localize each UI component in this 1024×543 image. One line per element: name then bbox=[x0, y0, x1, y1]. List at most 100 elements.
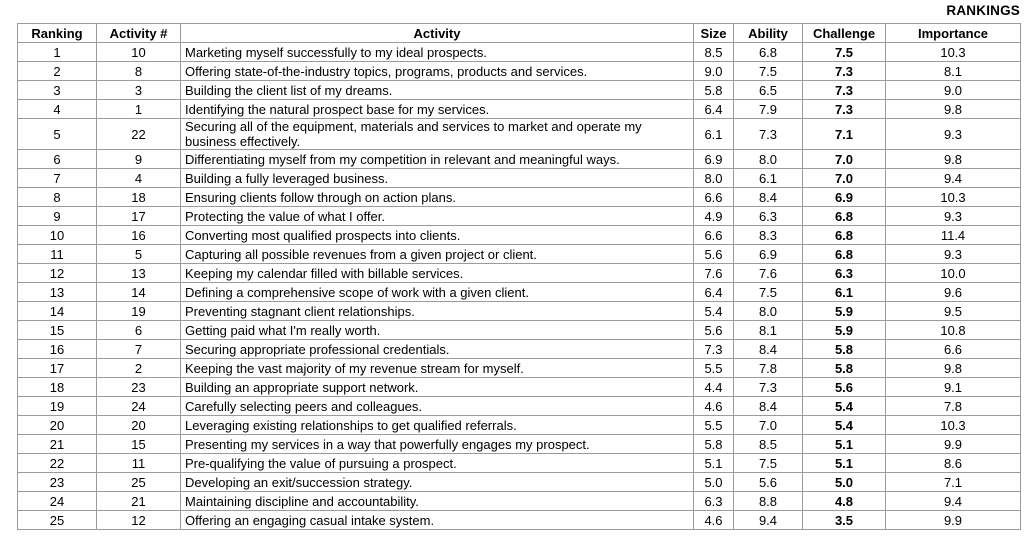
cell-ability: 8.4 bbox=[733, 396, 803, 416]
cell-activity-number: 19 bbox=[96, 301, 181, 321]
cell-challenge: 5.9 bbox=[802, 320, 886, 340]
cell-activity: Offering an engaging casual intake syste… bbox=[180, 510, 694, 530]
cell-activity: Keeping the vast majority of my revenue … bbox=[180, 358, 694, 378]
cell-challenge: 6.8 bbox=[802, 206, 886, 226]
cell-importance: 10.3 bbox=[885, 42, 1021, 62]
cell-challenge: 6.1 bbox=[802, 282, 886, 302]
cell-activity-number: 20 bbox=[96, 415, 181, 435]
cell-importance: 10.3 bbox=[885, 415, 1021, 435]
cell-ranking: 15 bbox=[17, 320, 97, 340]
cell-activity-number: 1 bbox=[96, 99, 181, 119]
cell-activity: Carefully selecting peers and colleagues… bbox=[180, 396, 694, 416]
cell-activity-number: 8 bbox=[96, 61, 181, 81]
cell-ability: 7.8 bbox=[733, 358, 803, 378]
table-row: 19 24 Carefully selecting peers and collea… bbox=[17, 396, 1021, 416]
cell-importance: 9.4 bbox=[885, 491, 1021, 511]
cell-importance: 9.3 bbox=[885, 118, 1021, 150]
header-row: Ranking Activity # Activity Size Ability… bbox=[17, 23, 1021, 43]
table-row: 9 17 Protecting the value of what I offer.… bbox=[17, 206, 1021, 226]
table-row: 5 22 Securing all of the equipment, materi… bbox=[17, 118, 1021, 150]
cell-ability: 6.9 bbox=[733, 244, 803, 264]
cell-importance: 9.5 bbox=[885, 301, 1021, 321]
cell-activity: Presenting my services in a way that pow… bbox=[180, 434, 694, 454]
cell-challenge: 7.3 bbox=[802, 80, 886, 100]
cell-activity: Developing an exit/succession strategy. bbox=[180, 472, 694, 492]
table-row: 12 13 Keeping my calendar filled with bill… bbox=[17, 263, 1021, 283]
cell-ranking: 14 bbox=[17, 301, 97, 321]
cell-size: 5.6 bbox=[693, 244, 734, 264]
cell-challenge: 5.9 bbox=[802, 301, 886, 321]
cell-ranking: 23 bbox=[17, 472, 97, 492]
cell-activity: Capturing all possible revenues from a g… bbox=[180, 244, 694, 264]
cell-size: 5.5 bbox=[693, 358, 734, 378]
cell-importance: 9.8 bbox=[885, 99, 1021, 119]
cell-activity-number: 13 bbox=[96, 263, 181, 283]
cell-importance: 8.6 bbox=[885, 453, 1021, 473]
cell-challenge: 7.5 bbox=[802, 42, 886, 62]
cell-size: 4.6 bbox=[693, 396, 734, 416]
cell-importance: 10.8 bbox=[885, 320, 1021, 340]
cell-activity: Building a fully leveraged business. bbox=[180, 168, 694, 188]
table-row: 25 12 Offering an engaging casual intake s… bbox=[17, 510, 1021, 530]
header-challenge: Challenge bbox=[802, 23, 886, 43]
cell-importance: 9.8 bbox=[885, 358, 1021, 378]
cell-challenge: 7.3 bbox=[802, 99, 886, 119]
cell-importance: 8.1 bbox=[885, 61, 1021, 81]
cell-activity: Differentiating myself from my competiti… bbox=[180, 149, 694, 169]
cell-challenge: 7.0 bbox=[802, 168, 886, 188]
cell-activity: Preventing stagnant client relationships… bbox=[180, 301, 694, 321]
cell-ranking: 19 bbox=[17, 396, 97, 416]
cell-importance: 7.8 bbox=[885, 396, 1021, 416]
cell-activity-number: 11 bbox=[96, 453, 181, 473]
table-header: Ranking Activity # Activity Size Ability… bbox=[17, 23, 1021, 43]
cell-ranking: 8 bbox=[17, 187, 97, 207]
table-row: 20 20 Leveraging existing relationships to… bbox=[17, 415, 1021, 435]
cell-activity-number: 7 bbox=[96, 339, 181, 359]
cell-ranking: 24 bbox=[17, 491, 97, 511]
cell-importance: 9.1 bbox=[885, 377, 1021, 397]
cell-activity: Protecting the value of what I offer. bbox=[180, 206, 694, 226]
cell-ability: 7.9 bbox=[733, 99, 803, 119]
cell-activity: Converting most qualified prospects into… bbox=[180, 225, 694, 245]
cell-activity-number: 6 bbox=[96, 320, 181, 340]
cell-challenge: 7.1 bbox=[802, 118, 886, 150]
cell-activity-number: 16 bbox=[96, 225, 181, 245]
cell-activity: Securing all of the equipment, materials… bbox=[180, 118, 694, 150]
cell-size: 5.0 bbox=[693, 472, 734, 492]
cell-ability: 8.8 bbox=[733, 491, 803, 511]
cell-ranking: 18 bbox=[17, 377, 97, 397]
cell-activity-number: 22 bbox=[96, 118, 181, 150]
cell-activity-number: 10 bbox=[96, 42, 181, 62]
cell-challenge: 5.8 bbox=[802, 339, 886, 359]
cell-ability: 5.6 bbox=[733, 472, 803, 492]
cell-size: 5.8 bbox=[693, 434, 734, 454]
cell-activity: Leveraging existing relationships to get… bbox=[180, 415, 694, 435]
cell-size: 5.4 bbox=[693, 301, 734, 321]
cell-ability: 8.0 bbox=[733, 149, 803, 169]
cell-ability: 7.3 bbox=[733, 377, 803, 397]
cell-ranking: 25 bbox=[17, 510, 97, 530]
cell-activity-number: 14 bbox=[96, 282, 181, 302]
cell-ability: 7.5 bbox=[733, 61, 803, 81]
cell-challenge: 5.1 bbox=[802, 434, 886, 454]
table-row: 23 25 Developing an exit/succession strate… bbox=[17, 472, 1021, 492]
cell-ability: 8.4 bbox=[733, 187, 803, 207]
cell-ranking: 1 bbox=[17, 42, 97, 62]
cell-size: 9.0 bbox=[693, 61, 734, 81]
cell-activity: Keeping my calendar filled with billable… bbox=[180, 263, 694, 283]
cell-ranking: 12 bbox=[17, 263, 97, 283]
cell-ability: 7.5 bbox=[733, 282, 803, 302]
table-row: 21 15 Presenting my services in a way that… bbox=[17, 434, 1021, 454]
cell-size: 8.5 bbox=[693, 42, 734, 62]
cell-importance: 9.8 bbox=[885, 149, 1021, 169]
cell-activity: Offering state-of-the-industry topics, p… bbox=[180, 61, 694, 81]
cell-activity-number: 9 bbox=[96, 149, 181, 169]
cell-ranking: 20 bbox=[17, 415, 97, 435]
cell-activity-number: 18 bbox=[96, 187, 181, 207]
table-row: 16 7 Securing appropriate professional cre… bbox=[17, 339, 1021, 359]
table-row: 1 10 Marketing myself successfully to my i… bbox=[17, 42, 1021, 62]
cell-activity-number: 5 bbox=[96, 244, 181, 264]
cell-ability: 7.3 bbox=[733, 118, 803, 150]
cell-size: 5.1 bbox=[693, 453, 734, 473]
cell-ranking: 3 bbox=[17, 80, 97, 100]
